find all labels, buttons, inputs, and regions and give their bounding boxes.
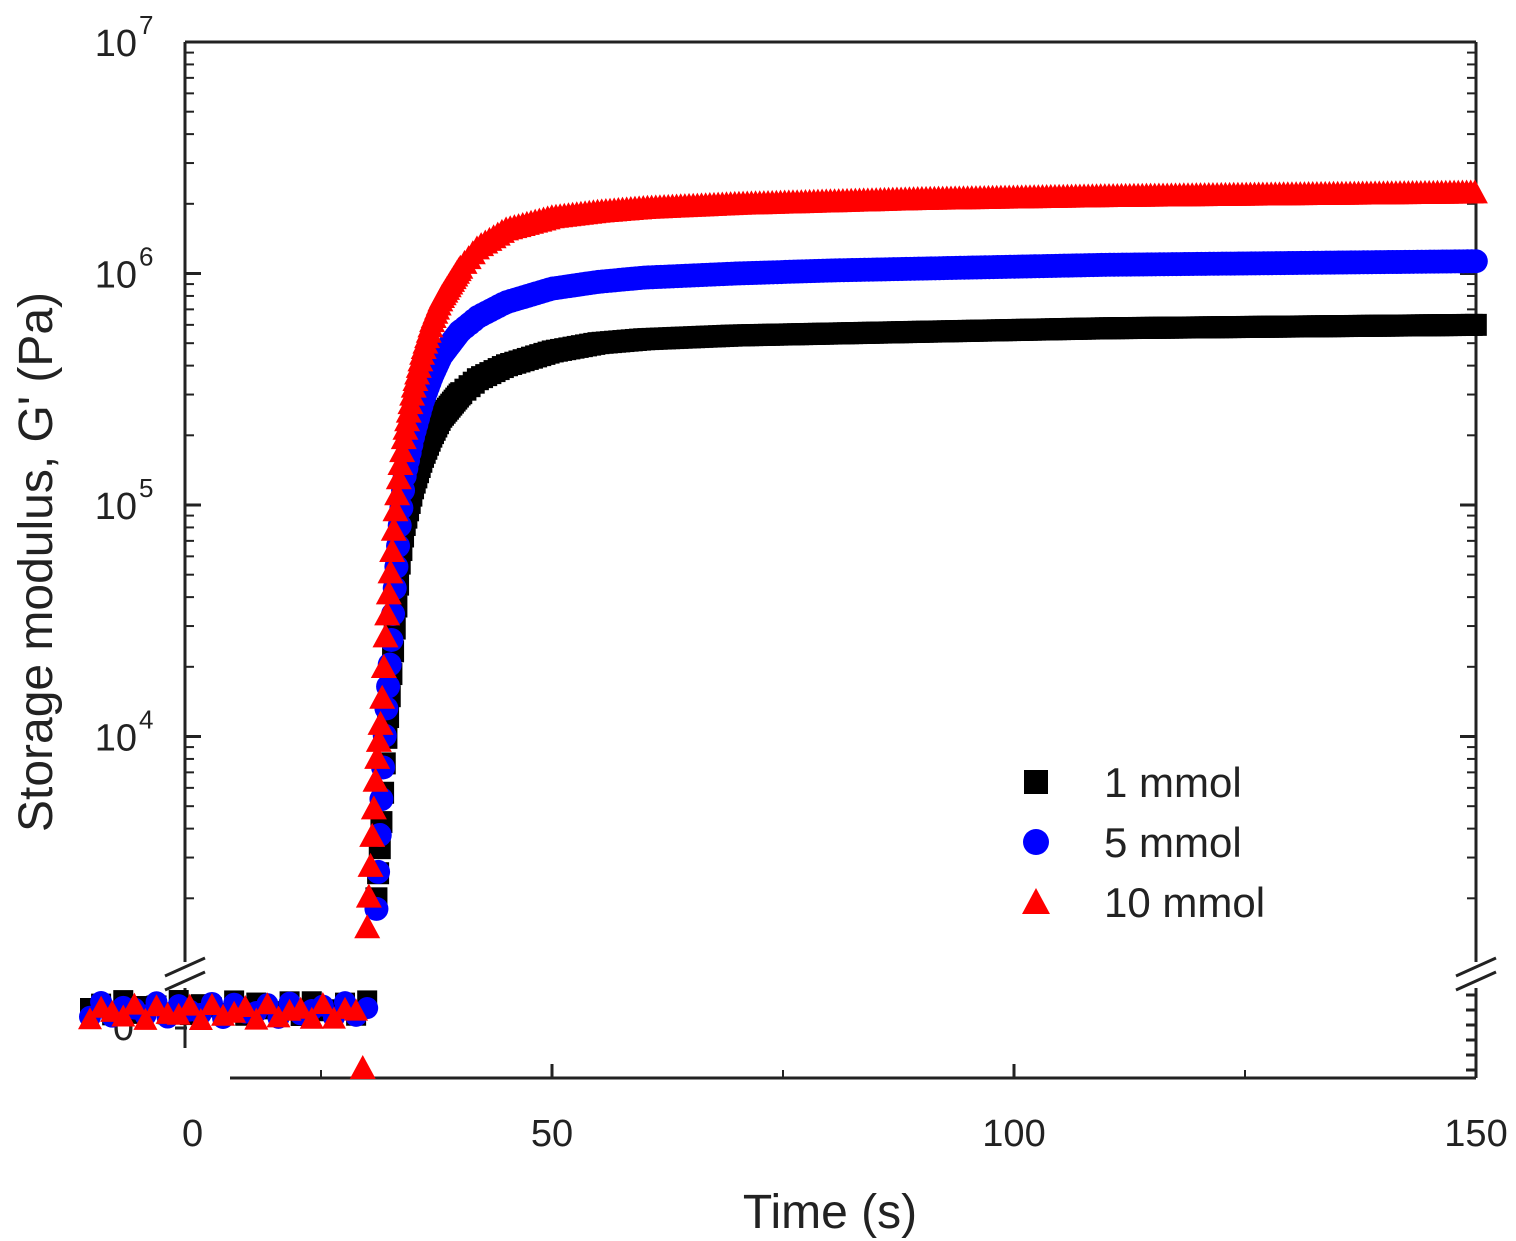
data-point: [365, 727, 392, 752]
data-point-baseline: [166, 1002, 191, 1025]
y-tick-label-exponent: 4: [139, 705, 153, 735]
data-point-baseline: [288, 996, 313, 1019]
data-point: [382, 497, 409, 522]
data-point-baseline: [188, 1007, 213, 1030]
data-point-baseline: [144, 994, 169, 1017]
data-point-baseline: [133, 1007, 158, 1030]
data-point-baseline: [222, 1000, 247, 1023]
x-tick-label: 150: [1444, 1113, 1507, 1155]
axis-break-mark-left-1: [164, 956, 206, 978]
series-1-mmol: [80, 313, 1487, 1026]
series-5-mmol: [79, 249, 1488, 1029]
y-tick-label-exponent: 5: [139, 473, 153, 503]
data-point-baseline: [344, 998, 369, 1021]
legend-marker-1-mmol: [1024, 770, 1048, 794]
y-tick-label-exponent: 6: [139, 242, 153, 272]
data-point-baseline: [78, 1007, 102, 1030]
data-point: [1463, 249, 1488, 274]
data-point: [372, 623, 399, 648]
data-point-baseline: [310, 992, 335, 1015]
data-point: [384, 481, 411, 506]
data-point-baseline: [233, 995, 258, 1018]
legend-marker-10-mmol: [1022, 888, 1050, 914]
data-point: [367, 710, 394, 735]
data-point-baseline: [177, 993, 202, 1016]
data-point: [385, 465, 412, 490]
y-tick-label: 10: [95, 718, 137, 760]
data-point: [357, 852, 384, 877]
data-point: [364, 744, 391, 769]
data-point: [354, 914, 381, 939]
data-point: [355, 883, 382, 908]
data-point: [362, 767, 389, 792]
data-point: [377, 559, 404, 584]
data-point: [1464, 313, 1487, 336]
data-point: [1461, 179, 1488, 204]
data-layer: [78, 179, 1488, 1079]
x-tick-label: 0: [182, 1113, 203, 1155]
legend-label: 1 mmol: [1104, 759, 1242, 806]
y-tick-label: 10: [95, 23, 137, 65]
x-tick-label: 100: [982, 1113, 1045, 1155]
y-tick-label: 10: [95, 255, 137, 297]
data-point-baseline: [111, 1004, 136, 1027]
legend-label: 10 mmol: [1104, 879, 1265, 926]
y-tick-label-exponent: 7: [139, 10, 153, 40]
y-tick-label: 10: [95, 486, 137, 528]
data-point: [360, 795, 387, 820]
x-axis-title: Time (s): [743, 1186, 917, 1239]
data-point: [369, 684, 396, 709]
data-point: [359, 822, 386, 847]
data-point: [370, 654, 397, 679]
axis-break-mark-right-1: [1455, 956, 1497, 978]
series-10-mmol: [78, 179, 1488, 1030]
data-point: [375, 580, 402, 605]
axis-break-mark-left-2: [164, 970, 206, 992]
data-point-baseline: [199, 993, 224, 1016]
legend-label: 5 mmol: [1104, 819, 1242, 866]
y-axis-title: Storage modulus, G' (Pa): [10, 292, 63, 832]
data-point: [380, 516, 407, 541]
data-point-baseline: [299, 1006, 324, 1029]
data-point-baseline: [255, 992, 280, 1015]
axis-break-mark-right-2: [1455, 970, 1497, 992]
data-point-baseline: [244, 1007, 269, 1030]
x-tick-label: 50: [531, 1113, 573, 1155]
data-point: [387, 450, 414, 475]
data-point: [389, 438, 416, 463]
legend-marker-5-mmol: [1023, 829, 1049, 855]
data-point: [379, 538, 406, 563]
data-point-baseline: [266, 1005, 291, 1028]
data-point-baseline: [122, 992, 147, 1015]
legend-layer: 1 mmol 5 mmol 10 mmol: [1022, 759, 1265, 926]
data-point: [374, 601, 401, 626]
data-point-outlier: [349, 1055, 376, 1079]
